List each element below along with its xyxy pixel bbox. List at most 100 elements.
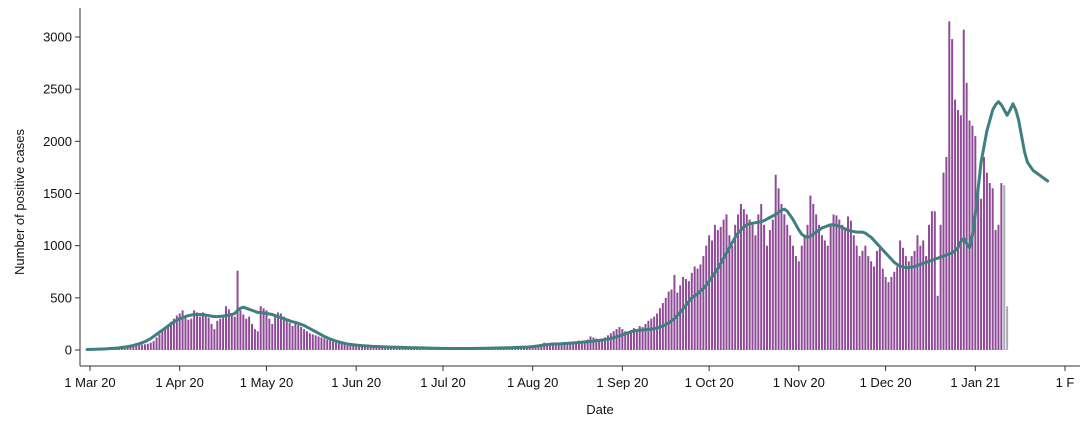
case-bar: [303, 329, 306, 350]
case-bar: [398, 347, 401, 350]
case-bar: [572, 342, 575, 350]
case-bar: [346, 344, 349, 350]
case-bar: [323, 338, 326, 350]
case-bar: [939, 224, 942, 350]
case-bar: [187, 319, 190, 350]
case-bar: [326, 339, 329, 350]
case-bar: [658, 308, 661, 350]
case-bar: [928, 224, 931, 350]
case-bar: [852, 235, 855, 350]
case-bar: [789, 235, 792, 350]
case-bar: [207, 317, 210, 350]
case-bar: [878, 245, 881, 350]
case-bar: [282, 316, 285, 350]
case-bar: [725, 214, 728, 350]
case-bar: [780, 203, 783, 350]
case-bar: [317, 336, 320, 350]
case-bar: [601, 339, 604, 350]
case-bar: [537, 345, 540, 350]
case-bar: [734, 224, 737, 350]
y-tick-label: 2000: [43, 134, 72, 149]
case-bar: [829, 224, 832, 350]
case-bar: [615, 329, 618, 350]
case-bar: [381, 347, 384, 350]
case-bar: [748, 219, 751, 350]
seven-day-average-line-group: [85, 100, 1050, 351]
case-bar: [146, 343, 149, 350]
case-bar: [577, 340, 580, 350]
case-bar: [604, 337, 606, 350]
case-bar: [332, 341, 335, 350]
case-bar: [997, 224, 1000, 350]
case-bar: [135, 345, 138, 350]
case-bar: [962, 29, 965, 350]
case-bar: [936, 295, 939, 350]
case-bar: [870, 261, 873, 350]
case-bar: [980, 198, 983, 350]
x-tick-label: 1 Jun 20: [331, 375, 381, 390]
case-bar: [401, 347, 404, 350]
case-bar: [129, 346, 132, 350]
case-bar: [259, 306, 262, 350]
case-bar: [656, 313, 659, 350]
case-bar: [369, 347, 372, 350]
case-bar: [745, 214, 748, 350]
case-bar: [372, 347, 375, 350]
case-bar: [314, 335, 317, 350]
x-tick-label: 1 Mar 20: [64, 375, 115, 390]
case-bar: [181, 310, 184, 350]
case-bar: [800, 245, 803, 350]
y-tick-label: 1000: [43, 238, 72, 253]
case-bar: [164, 328, 167, 350]
case-bar: [696, 268, 699, 350]
case-bar: [806, 224, 809, 350]
case-bar: [387, 347, 389, 350]
case-bar: [818, 224, 821, 350]
case-bar: [985, 172, 988, 350]
case-bar: [618, 327, 621, 350]
case-bar: [245, 318, 248, 350]
case-bar: [271, 323, 274, 350]
case-bar: [343, 344, 346, 350]
case-bar: [311, 334, 314, 350]
case-bar: [922, 240, 925, 350]
case-bar: [635, 329, 638, 350]
case-bar: [739, 203, 742, 350]
case-bar: [285, 318, 288, 350]
case-bar: [641, 327, 644, 350]
incomplete-case-bar: [1006, 306, 1009, 350]
case-bar: [352, 345, 355, 350]
x-tick-label: 1 Nov 20: [773, 375, 825, 390]
case-bar: [256, 331, 259, 350]
case-bar: [534, 346, 537, 350]
case-bar: [239, 310, 242, 350]
case-bar: [306, 331, 308, 350]
case-bar: [141, 344, 144, 350]
case-bar: [977, 188, 980, 350]
case-bar: [233, 316, 236, 350]
case-bar: [832, 214, 835, 350]
case-bar: [904, 256, 907, 350]
case-bar: [983, 156, 985, 350]
case-bar: [595, 338, 598, 350]
case-bar: [138, 344, 141, 350]
case-bar: [170, 321, 172, 350]
case-bar: [702, 256, 705, 350]
case-bar: [867, 256, 870, 350]
case-bar: [230, 313, 233, 350]
case-bar: [554, 344, 557, 350]
case-bar: [959, 115, 962, 350]
case-bar: [196, 312, 199, 350]
y-tick-label: 0: [65, 343, 72, 358]
seven-day-average-line: [85, 100, 1050, 351]
x-tick-label: 1 Jul 20: [420, 375, 466, 390]
case-bar: [783, 214, 786, 350]
case-bar: [167, 324, 170, 350]
case-bar: [222, 317, 225, 350]
case-bar: [274, 315, 277, 350]
case-bar: [132, 346, 135, 350]
case-bar: [644, 323, 647, 350]
case-bar: [711, 240, 714, 350]
case-bar: [844, 230, 847, 350]
case-bar: [881, 268, 884, 350]
